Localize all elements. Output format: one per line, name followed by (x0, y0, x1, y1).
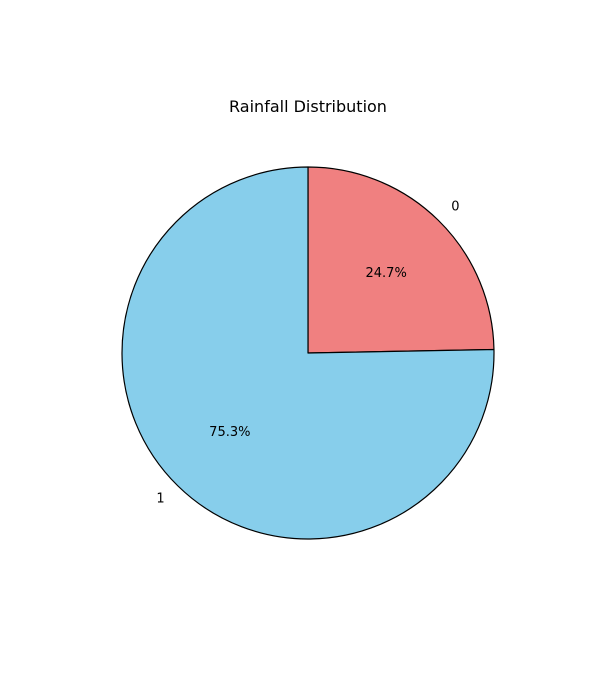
pie-slices (121, 166, 495, 540)
pie-slice-0 (307, 166, 495, 354)
slice-percent-label: 75.3% (209, 425, 250, 440)
slice-category-label: 0 (451, 199, 459, 214)
chart-title: Rainfall Distribution (229, 97, 387, 116)
pie-slice-1 (121, 166, 495, 540)
slice-percent-label: 24.7% (366, 266, 407, 281)
slice-category-label: 1 (156, 492, 164, 507)
pie-labels: 24.7% 0 75.3% 1 (156, 199, 459, 506)
